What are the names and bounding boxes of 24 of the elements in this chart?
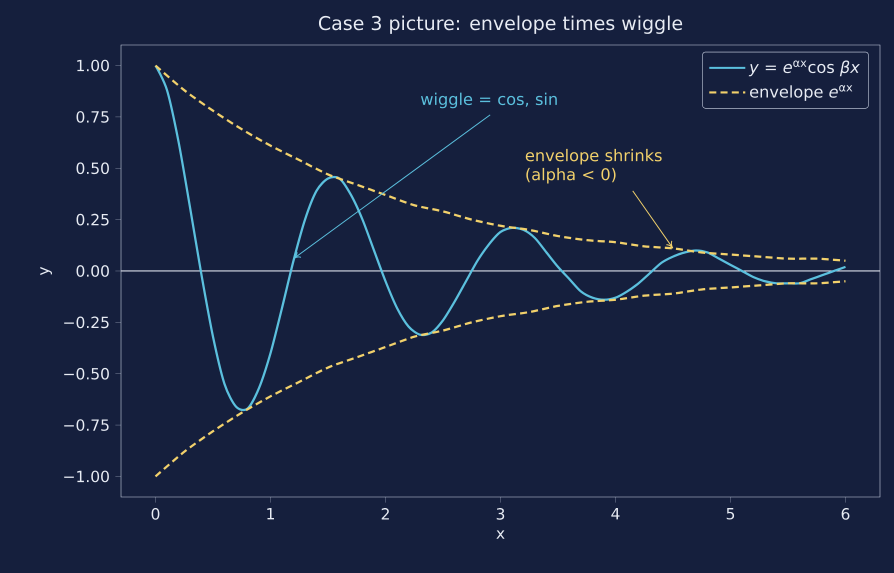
x-axis-title: x	[496, 530, 505, 539]
y-axis-title: y	[40, 266, 52, 276]
x-tick-label: 2	[382, 508, 389, 520]
x-tick-label: 1	[267, 508, 274, 520]
y-tick-label: 0.50	[76, 162, 109, 174]
y-tick-label: 1.00	[77, 60, 109, 72]
annotation: wiggle = cos, sin	[420, 92, 557, 108]
x-tick-label: 4	[611, 508, 620, 520]
y-tick-label: 0.00	[76, 265, 109, 277]
line-series	[154, 280, 847, 478]
y-tick-label: −1.00	[64, 470, 109, 482]
chart-title: Case 3 picture: envelope times wiggle	[318, 16, 682, 34]
x-tick-label: 6	[842, 508, 850, 520]
y-tick-label: −0.25	[64, 316, 109, 328]
y-tick-label: −0.75	[64, 419, 109, 431]
annotation: envelope shrinks (alpha < 0)	[526, 148, 662, 184]
y-tick-label: −0.50	[64, 368, 109, 380]
x-tick-label: 5	[726, 508, 734, 520]
y-tick-label: 0.25	[76, 214, 109, 226]
x-tick-label: 0	[152, 508, 160, 520]
x-tick-label: 3	[496, 508, 504, 520]
legend-label: y = e$^{αx}$cos βx	[748, 60, 860, 76]
legend-label: envelope e$^{αx}$	[750, 85, 852, 101]
y-tick-label: 0.75	[76, 111, 109, 123]
